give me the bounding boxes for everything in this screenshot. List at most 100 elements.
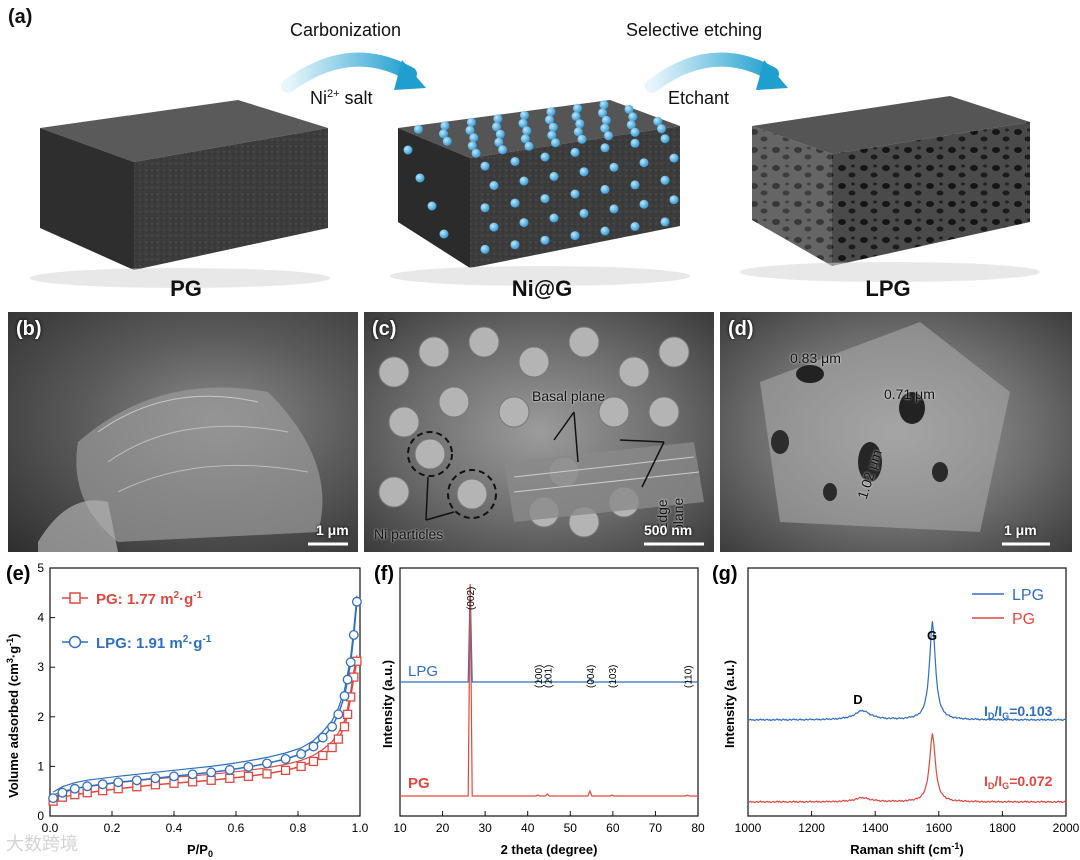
y-tick-label: 2: [37, 710, 44, 724]
panel-b-label: (b): [16, 318, 42, 340]
series-line-lpg: [52, 601, 358, 799]
step-2-bottom-label: Etchant: [668, 88, 730, 108]
x-tick-label: 50: [564, 821, 578, 835]
ni-particle: [669, 153, 679, 163]
peak-label: (103): [608, 665, 619, 688]
x-tick-label: 1000: [735, 821, 762, 835]
ni-particle: [598, 108, 607, 118]
ni-particle: [469, 133, 479, 143]
ni-particle: [653, 116, 663, 126]
peak-label: (100): [534, 665, 545, 688]
particle-bump: [518, 346, 550, 378]
chart-g-frame: [747, 567, 1067, 817]
ni-particle: [466, 117, 476, 127]
ni-particle: [415, 173, 425, 183]
chart-e-legend: PG: 1.77 m2·g-1 LPG: 1.91 m2·g-1: [62, 590, 212, 652]
chart-g-xlabel: Raman shift (cm-1): [850, 841, 964, 857]
peak-label: (002): [466, 587, 477, 610]
data-point-lpg: [243, 761, 254, 772]
ni-particle: [570, 147, 580, 157]
particle-bump: [618, 356, 650, 388]
chart-e-frame: [49, 567, 361, 817]
chart-e: (e) 0.0 0.2 0.4 0.6 0.8 1.0 0 1 2 3 4 5 P/P0 Volum…: [5, 561, 369, 859]
chart-f-panel-label: (f): [374, 563, 394, 585]
ni-particle: [498, 145, 508, 155]
ni-particle: [660, 217, 670, 227]
chart-f-xlabel: 2 theta (degree): [501, 842, 598, 857]
series-desorption-lpg: [52, 595, 358, 793]
data-point-lpg: [280, 754, 291, 764]
series-line-pg: [52, 661, 358, 802]
ni-particle: [442, 136, 452, 146]
band-label-g: G: [927, 628, 937, 643]
chart-e-xlabel: P/P0: [187, 842, 213, 859]
data-point-pg: [243, 771, 254, 781]
y-tick-label: 4: [37, 611, 44, 625]
ni-particle: [403, 145, 413, 155]
panel-c-label: (c): [372, 318, 397, 340]
data-point-lpg: [351, 596, 362, 607]
panel-c-scale-bar: 500 nm: [644, 522, 693, 538]
series-desorption-pg: [52, 655, 358, 796]
particle-bump: [414, 438, 446, 470]
ni-particle: [604, 131, 613, 141]
watermark: 大数跨境: [6, 834, 78, 854]
ni-particle: [520, 134, 530, 144]
particle-bump: [468, 326, 500, 358]
data-point-lpg: [82, 781, 93, 792]
sem-image-c: (c) Basal plane Edge plane Ni particles …: [364, 312, 714, 552]
data-point-pg: [225, 773, 235, 783]
data-point-lpg: [206, 767, 217, 778]
ni-particle: [551, 138, 560, 148]
ni-particle: [492, 122, 501, 132]
ni-particle: [639, 158, 649, 168]
chart-f-label-pg: PG: [408, 775, 430, 792]
x-tick-label: 20: [436, 821, 450, 835]
data-point-lpg: [169, 771, 179, 782]
stage-label-lpg: LPG: [865, 276, 911, 301]
panel-b-scale-bar: 1 μm: [316, 522, 349, 538]
chart-f-ylabel: Intensity (a.u.): [380, 660, 395, 748]
ni-particle: [609, 204, 619, 214]
x-tick-label: 2000: [1053, 821, 1080, 835]
ni-particle: [480, 244, 490, 254]
data-point-lpg: [345, 657, 356, 668]
particle-bump: [598, 396, 630, 428]
ni-particle: [510, 157, 520, 166]
ni-particle: [630, 138, 640, 148]
data-point-pg: [262, 769, 272, 779]
ni-g-block: [390, 100, 690, 286]
x-tick-label: 1400: [862, 821, 889, 835]
ni-particle: [609, 162, 619, 172]
ni-particle: [570, 231, 580, 241]
ni-particle: [547, 130, 557, 140]
panel-a-label: (a): [8, 6, 33, 28]
ni-particle: [573, 127, 583, 137]
ni-particle: [465, 125, 475, 135]
particle-bump: [438, 386, 470, 418]
x-tick-label: 0.2: [104, 821, 121, 835]
ni-particle: [439, 229, 449, 239]
data-point-pg: [333, 734, 343, 744]
peak-label: (110): [683, 665, 694, 688]
step-2-top-label: Selective etching: [626, 20, 763, 40]
particle-bump: [648, 396, 680, 428]
chart-e-ylabel: Volume adsorbed (cm3·g-1): [5, 634, 21, 799]
ni-particle: [540, 194, 550, 204]
ni-particle: [427, 201, 437, 211]
ni-particle: [639, 199, 649, 209]
step-1-top-label: Carbonization: [290, 20, 402, 40]
data-point-pg: [339, 722, 350, 732]
y-tick-label: 1: [37, 759, 44, 773]
data-point-lpg: [308, 741, 319, 752]
x-tick-label: 60: [606, 821, 620, 835]
data-point-lpg: [317, 732, 328, 743]
x-tick-label: 70: [649, 821, 663, 835]
particle-bump: [456, 478, 488, 510]
ni-particle: [628, 112, 638, 122]
ni-particle: [480, 203, 490, 213]
x-tick-label: 10: [393, 821, 407, 835]
particle-bump: [658, 336, 690, 368]
x-tick-label: 30: [478, 821, 492, 835]
ni-particle: [489, 181, 499, 190]
